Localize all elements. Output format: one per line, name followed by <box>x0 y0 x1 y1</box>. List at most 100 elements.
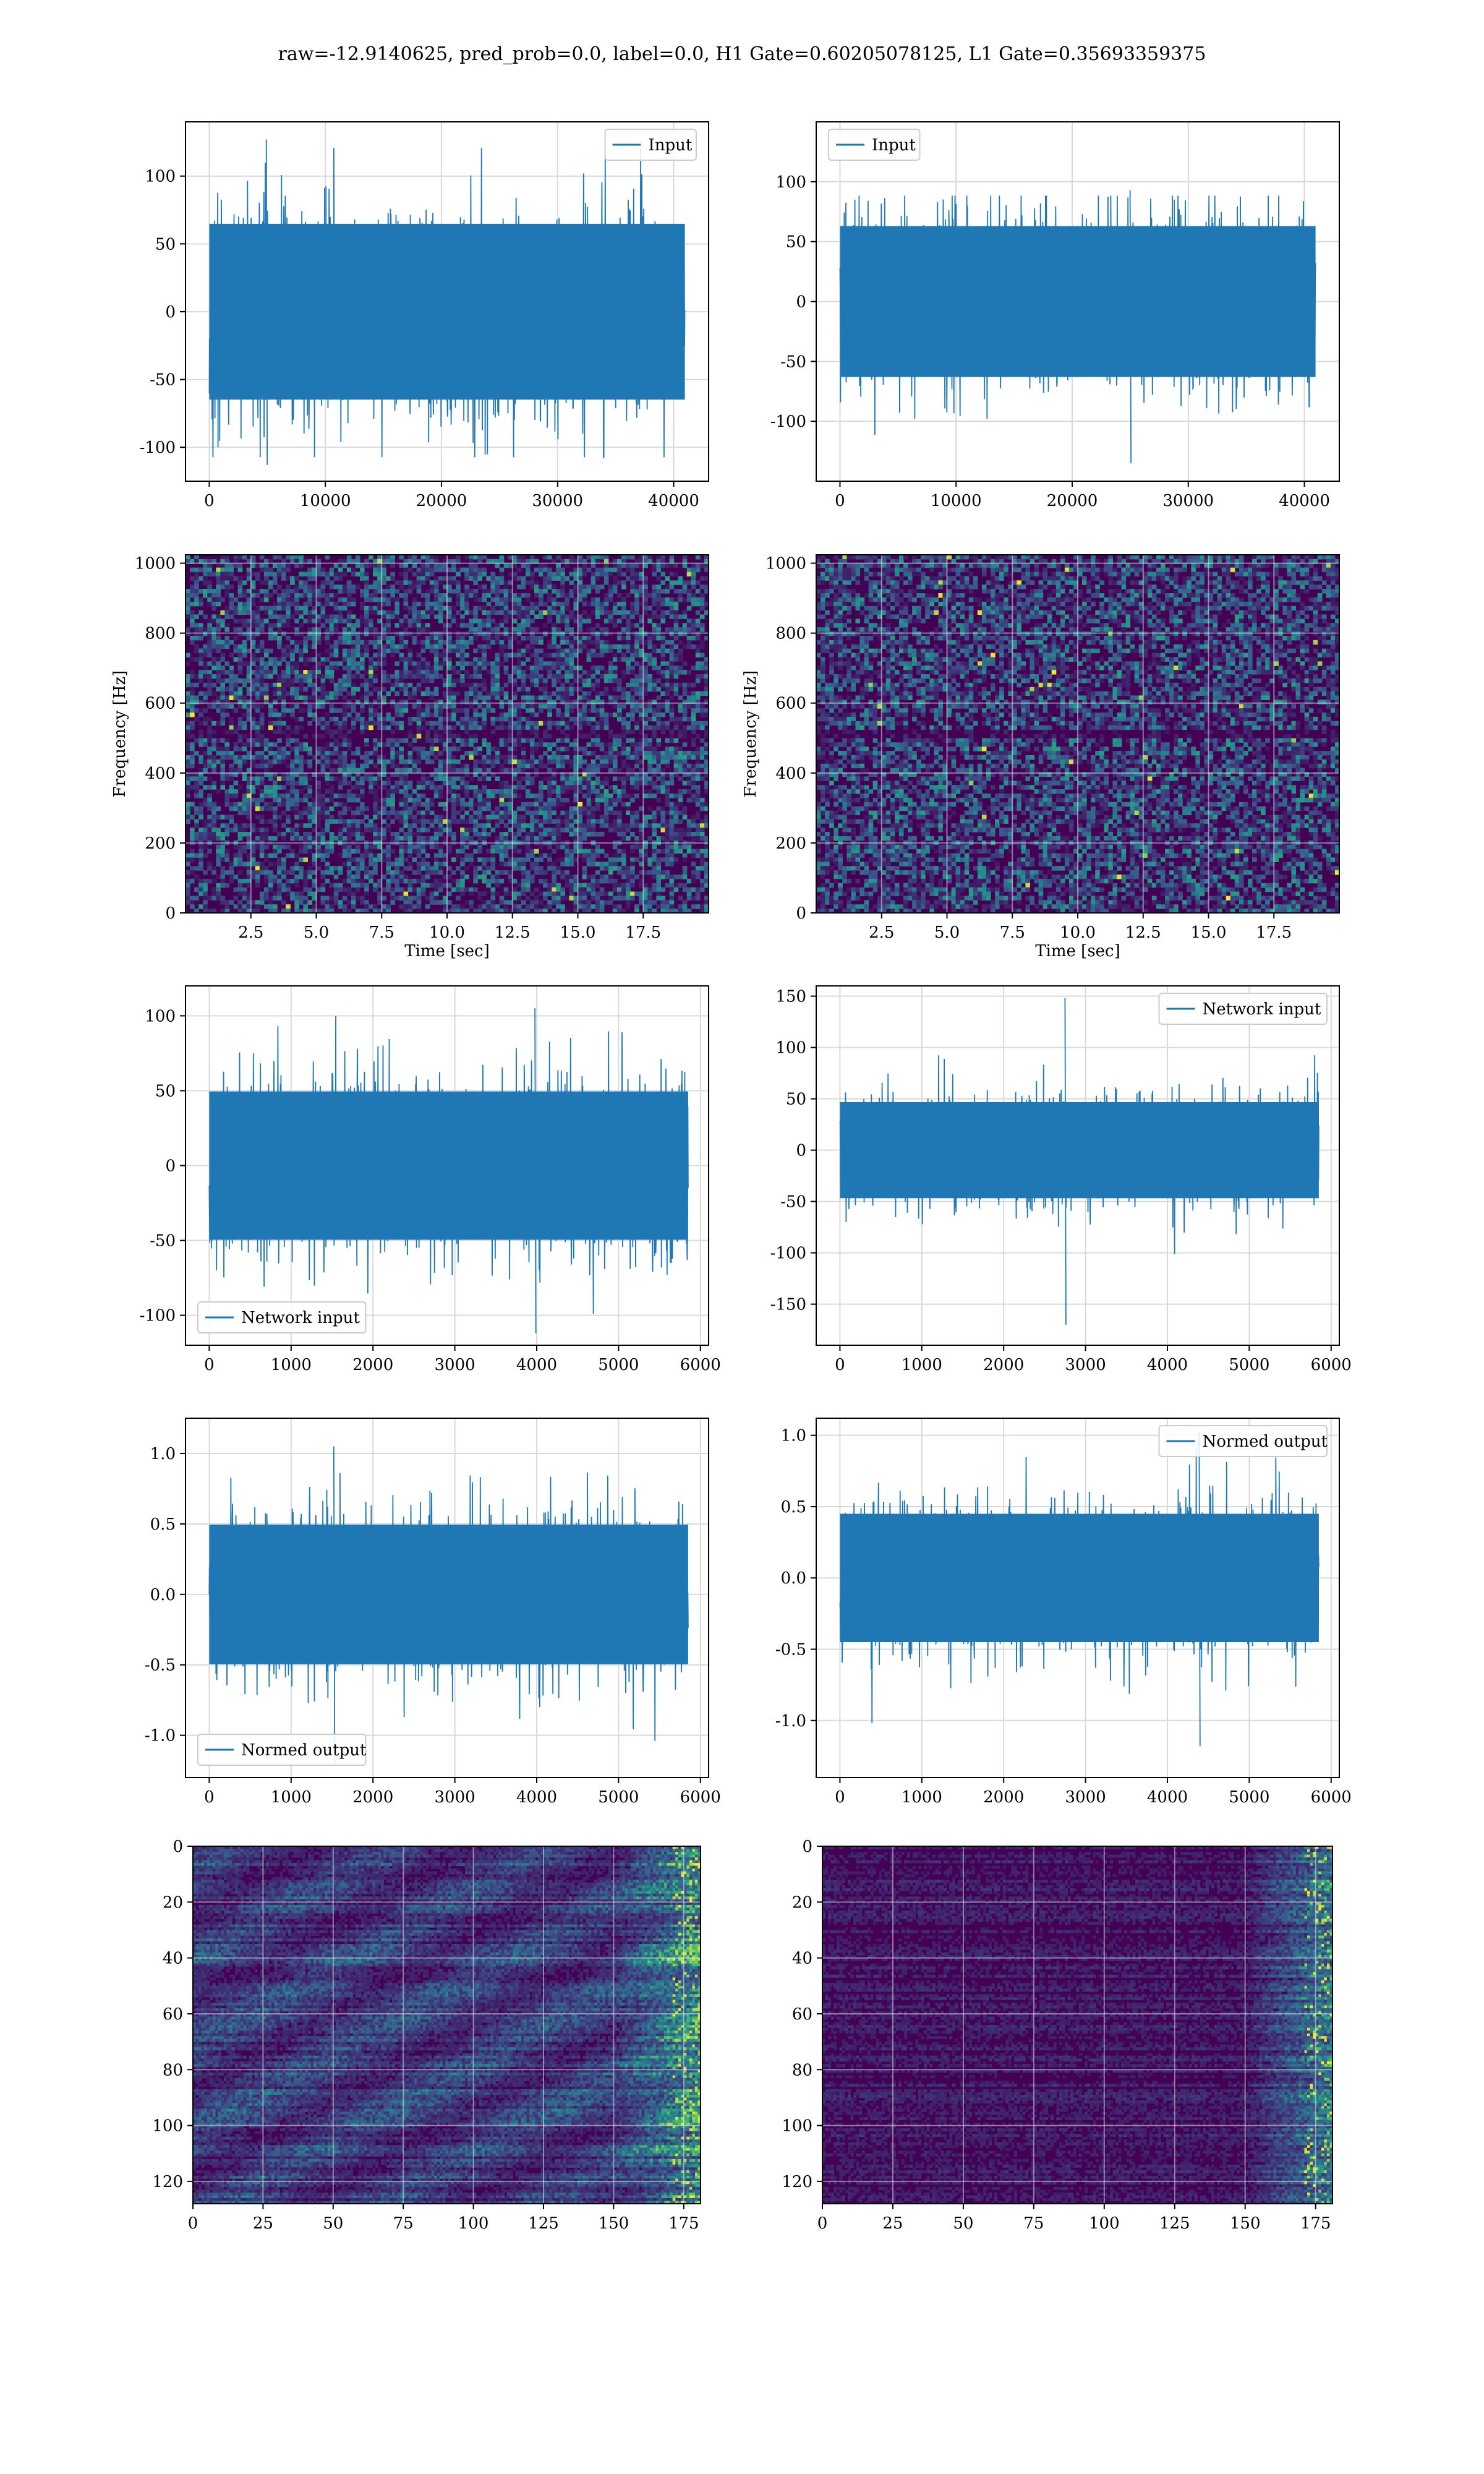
y-tick-label: 100 <box>152 2117 183 2136</box>
x-tick-label: 50 <box>323 2214 343 2233</box>
plot-area-h1-features <box>193 1846 701 2204</box>
x-tick-label: 75 <box>393 2214 414 2233</box>
legend: Network input <box>1158 993 1328 1025</box>
axes-frame <box>185 121 709 482</box>
x-tick-label: 10.0 <box>1060 923 1096 942</box>
y-tick-label: 0 <box>165 1157 176 1176</box>
x-tick-label: 150 <box>1230 2214 1261 2233</box>
x-tick-label: 6000 <box>680 1356 721 1374</box>
y-tick-label: 100 <box>782 2117 812 2136</box>
x-tick-label: 150 <box>599 2214 629 2233</box>
y-tick-label: 0 <box>165 904 176 923</box>
x-tick-label: 12.5 <box>1125 923 1161 942</box>
y-tick-label: 40 <box>163 1950 183 1968</box>
x-tick-label: 10000 <box>300 492 351 510</box>
x-tick-label: 1000 <box>902 1356 942 1374</box>
axes-frame <box>816 1418 1340 1778</box>
y-tick-label: 600 <box>145 695 176 713</box>
y-tick-label: 20 <box>163 1893 183 1912</box>
y-tick-label: -1.0 <box>145 1727 176 1745</box>
x-tick-label: 15.0 <box>1191 923 1227 942</box>
legend-label: Normed output <box>241 1741 367 1760</box>
x-tick-label: 50 <box>953 2214 973 2233</box>
legend: Normed output <box>1158 1425 1328 1457</box>
x-tick-label: 12.5 <box>495 923 531 942</box>
series-band-h1-normed-output <box>209 1525 688 1664</box>
y-tick-label: 0.0 <box>150 1586 176 1604</box>
y-tick-label: 0.5 <box>781 1498 806 1517</box>
y-tick-label: 20 <box>792 1893 812 1912</box>
y-tick-label: 80 <box>163 2061 183 2079</box>
y-tick-label: 0 <box>796 293 806 312</box>
axes-frame <box>185 1418 709 1778</box>
y-tick-label: 80 <box>792 2061 812 2079</box>
x-tick-label: 6000 <box>680 1788 721 1807</box>
plot-area-l1-spectrogram <box>816 555 1339 913</box>
x-axis-label: Time [sec] <box>404 942 490 961</box>
x-tick-label: 3000 <box>1065 1356 1106 1374</box>
legend-label: Network input <box>241 1309 360 1327</box>
x-tick-label: 2000 <box>983 1788 1024 1807</box>
y-tick-label: 50 <box>786 233 806 252</box>
x-tick-label: 25 <box>882 2214 903 2233</box>
series-band-l1-normed-output <box>840 1513 1319 1642</box>
x-tick-label: 30000 <box>1162 492 1214 510</box>
y-tick-label: 400 <box>145 764 176 783</box>
x-tick-label: 30000 <box>532 492 583 510</box>
x-tick-label: 1000 <box>902 1788 942 1807</box>
x-tick-label: 5000 <box>598 1788 639 1807</box>
x-tick-label: 0 <box>835 492 845 510</box>
legend-label: Input <box>872 136 916 155</box>
x-tick-label: 75 <box>1023 2214 1044 2233</box>
x-tick-label: 175 <box>1300 2214 1331 2233</box>
x-tick-label: 40000 <box>648 492 699 510</box>
panel-h1-features: 0 25 50 75 100 125 150 175 0 20 40 60 80 100 120 <box>152 1838 701 2233</box>
legend: Input <box>828 129 921 161</box>
y-tick-label: 60 <box>163 2005 183 2024</box>
panel-h1-normed-output: 0 1000 2000 3000 4000 5000 6000 -1.0 -0.5 0.0 0.5 1… <box>145 1418 721 1807</box>
x-tick-label: 20000 <box>416 492 467 510</box>
plot-area-l1-network-input <box>816 986 1339 1345</box>
axes-frame <box>816 985 1340 1346</box>
y-tick-label: 1.0 <box>150 1445 176 1463</box>
legend: Input <box>604 129 697 161</box>
plot-area-l1-features <box>822 1846 1333 2204</box>
y-tick-label: -50 <box>780 1193 806 1212</box>
y-tick-label: 600 <box>775 695 806 713</box>
y-tick-label: -50 <box>780 353 806 371</box>
y-tick-label: -50 <box>150 1232 176 1251</box>
y-tick-label: 120 <box>152 2173 183 2191</box>
series-band-l1-input <box>840 226 1316 377</box>
panel-l1-features: 0 25 50 75 100 125 150 175 0 20 40 60 80 100 120 <box>782 1838 1333 2233</box>
x-tick-label: 2000 <box>352 1356 393 1374</box>
x-tick-label: 2.5 <box>869 923 894 942</box>
y-tick-label: -100 <box>140 439 176 457</box>
x-tick-label: 2000 <box>352 1788 393 1807</box>
legend-label: Normed output <box>1203 1432 1328 1451</box>
x-tick-label: 15.0 <box>560 923 596 942</box>
x-tick-label: 4000 <box>1147 1788 1188 1807</box>
x-axis-label: Time [sec] <box>1035 942 1120 961</box>
panel-h1-input: 0 10000 20000 30000 40000 -100 -50 0 50 100 Input <box>140 121 709 510</box>
x-tick-label: 5.0 <box>304 923 329 942</box>
y-tick-label: 50 <box>155 235 176 254</box>
series-band-h1-input <box>209 223 685 400</box>
y-tick-label: 1.0 <box>781 1427 806 1445</box>
y-tick-label: 200 <box>775 834 806 853</box>
y-tick-label: 100 <box>145 168 176 186</box>
x-tick-label: 125 <box>1159 2214 1190 2233</box>
y-axis-label: Frequency [Hz] <box>741 670 760 798</box>
x-tick-label: 10.0 <box>429 923 465 942</box>
y-tick-label: 40 <box>792 1950 812 1968</box>
x-tick-label: 2.5 <box>238 923 263 942</box>
x-tick-label: 5000 <box>598 1356 639 1374</box>
y-tick-label: -100 <box>140 1307 176 1325</box>
y-tick-label: -100 <box>770 413 806 431</box>
y-tick-label: 120 <box>782 2173 812 2191</box>
series-band-h1-network-input <box>209 1091 688 1240</box>
y-tick-label: 200 <box>145 834 176 853</box>
plot-area-h1-network-input <box>186 986 709 1345</box>
x-tick-label: 7.5 <box>369 923 394 942</box>
x-tick-label: 125 <box>528 2214 559 2233</box>
axes-frame <box>822 1846 1333 2204</box>
